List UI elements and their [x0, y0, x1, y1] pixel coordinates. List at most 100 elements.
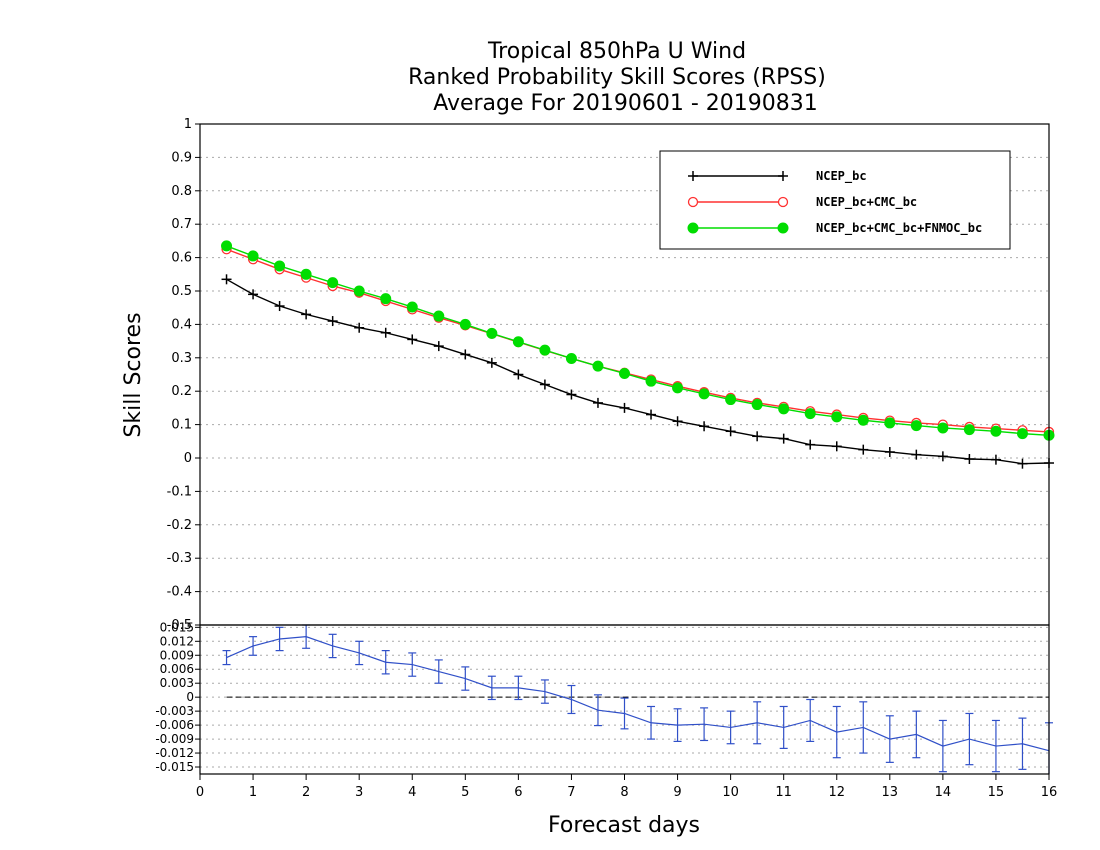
- series-ncep-bc-point: [990, 454, 1001, 465]
- series-ncep-bc-cmc-bc-fnmoc-bc-point: [486, 327, 498, 339]
- legend-ncep-bc-cmc-bc-fnmoc-bc: NCEP_bc+CMC_bc+FNMOC_bc: [687, 221, 982, 236]
- diff-y-tick-label: -0.003: [155, 704, 194, 718]
- x-tick-label: 0: [196, 785, 204, 800]
- series-ncep-bc-point: [805, 439, 816, 450]
- diff-y-tick-label: 0.012: [160, 634, 194, 648]
- series-ncep-bc-cmc-bc-fnmoc-bc-point: [512, 336, 524, 348]
- series-ncep-bc-cmc-bc-fnmoc-bc-point: [459, 318, 471, 330]
- diff-y-ticks: -0.015-0.012-0.009-0.006-0.00300.0030.00…: [155, 620, 200, 774]
- diff-error-bar: [885, 715, 894, 763]
- diff-error-bar: [647, 705, 656, 740]
- chart-date-range: Average For 20190601 - 20190831: [426, 91, 818, 116]
- series-ncep-bc-cmc-bc-fnmoc-bc-point: [327, 277, 339, 289]
- diff-error-bar: [938, 719, 947, 773]
- x-tick-label: 1: [249, 785, 257, 800]
- diff-panel-grid: [200, 626, 1049, 768]
- series-ncep-bc-point: [752, 431, 763, 442]
- series-ncep-bc-point: [301, 309, 312, 320]
- main-y-tick-label: 0.3: [171, 351, 192, 366]
- series-ncep-bc-line: [226, 278, 1050, 465]
- main-series-group: [221, 240, 1055, 469]
- legend-ncep-bc-cmc-bc-end-point: [777, 196, 789, 208]
- diff-error-bar: [673, 708, 682, 743]
- series-ncep-bc-point: [327, 316, 338, 327]
- legend-ncep-bc-start-point: [688, 171, 698, 181]
- series-ncep-bc-cmc-bc-fnmoc-bc-point: [274, 260, 286, 272]
- legend-ncep-bc-cmc-bc-fnmoc-bc-label: NCEP_bc+CMC_bc+FNMOC_bc: [816, 221, 982, 236]
- main-y-tick-label: -0.5: [167, 618, 192, 633]
- series-ncep-bc-point: [1017, 458, 1028, 469]
- x-tick-label: 6: [514, 785, 522, 800]
- diff-error-bar: [700, 707, 709, 742]
- panel-frames: [199, 123, 1050, 775]
- legend-ncep-bc-label: NCEP_bc: [816, 169, 867, 184]
- x-tick-label: 16: [1041, 785, 1058, 800]
- series-ncep-bc-point: [831, 441, 842, 452]
- series-ncep-bc-cmc-bc-fnmoc-bc-point: [433, 310, 445, 322]
- chart-subtitle: Ranked Probability Skill Scores (RPSS): [408, 65, 826, 90]
- x-axis-label: Forecast days: [548, 813, 700, 838]
- diff-series-line: [226, 636, 1050, 752]
- series-ncep-bc-cmc-bc-fnmoc-bc-point: [247, 250, 259, 262]
- x-tick-label: 14: [935, 785, 952, 800]
- series-ncep-bc-cmc-bc-fnmoc-bc-point: [592, 360, 604, 372]
- diff-error-bar: [222, 650, 231, 666]
- series-ncep-bc-cmc-bc-fnmoc-bc-point: [751, 399, 763, 411]
- legend-ncep-bc: NCEP_bc: [688, 169, 867, 184]
- series-ncep-bc-point: [725, 426, 736, 437]
- series-ncep-bc-point: [884, 446, 895, 457]
- diff-error-bar: [593, 694, 602, 727]
- series-ncep-bc-point: [407, 334, 418, 345]
- x-tick-label: 9: [673, 785, 681, 800]
- series-ncep-bc-cmc-bc-fnmoc-bc-point: [884, 417, 896, 429]
- diff-y-tick-label: 0.009: [160, 648, 194, 662]
- series-ncep-bc-point: [964, 454, 975, 465]
- diff-error-bar: [832, 705, 841, 759]
- main-y-tick-label: 0.9: [171, 150, 192, 165]
- diff-series: [222, 624, 1053, 774]
- series-ncep-bc-point: [858, 444, 869, 455]
- diff-error-bar: [806, 698, 815, 743]
- diff-error-bar: [991, 719, 1000, 773]
- series-ncep-bc-point: [778, 433, 789, 444]
- series-ncep-bc-cmc-bc-fnmoc-bc-point: [619, 367, 630, 379]
- legend-ncep-bc-cmc-bc-label: NCEP_bc+CMC_bc: [816, 195, 917, 210]
- y-axis-label: Skill Scores: [121, 312, 146, 437]
- series-ncep-bc-point: [380, 327, 391, 338]
- diff-series-group: [222, 624, 1053, 774]
- main-y-tick-label: 0.1: [171, 418, 192, 433]
- diff-error-bar: [514, 675, 523, 701]
- diff-error-bar: [381, 650, 390, 675]
- series-ncep-bc-point: [539, 379, 550, 390]
- x-tick-label: 5: [461, 785, 469, 800]
- diff-error-bar: [487, 675, 496, 701]
- diff-error-bar: [408, 652, 417, 677]
- series-ncep-bc-point: [433, 341, 444, 352]
- diff-y-tick-label: 0.003: [160, 676, 194, 690]
- series-ncep-bc-point: [937, 451, 948, 462]
- series-ncep-bc-point: [221, 274, 232, 285]
- series-ncep-bc-point: [513, 369, 524, 380]
- diff-error-bar: [275, 626, 284, 652]
- series-ncep-bc-point: [592, 397, 603, 408]
- series-ncep-bc-point: [486, 357, 497, 368]
- diff-error-bar: [859, 701, 868, 754]
- series-ncep-bc-cmc-bc-fnmoc-bc-point: [778, 403, 790, 415]
- diff-error-bar: [567, 684, 576, 715]
- series-ncep-bc-cmc-bc-fnmoc-bc-point: [672, 382, 684, 394]
- series-ncep-bc-cmc-bc: [221, 244, 1055, 438]
- x-tick-label: 3: [355, 785, 363, 800]
- series-ncep-bc-point: [248, 289, 259, 300]
- main-y-tick-label: 0.5: [171, 284, 192, 299]
- x-tick-label: 15: [988, 785, 1005, 800]
- diff-error-bar: [779, 705, 788, 749]
- main-y-tick-label: 0: [184, 451, 192, 466]
- legend-ncep-bc-end-point: [778, 171, 788, 181]
- diff-error-bar: [461, 666, 470, 691]
- main-y-tick-label: 0.6: [171, 251, 192, 266]
- diff-error-bar: [434, 659, 443, 684]
- legend-ncep-bc-cmc-bc: NCEP_bc+CMC_bc: [687, 195, 917, 210]
- series-ncep-bc-cmc-bc-fnmoc-bc-point: [406, 301, 418, 313]
- series-ncep-bc-cmc-bc-fnmoc-bc-point: [990, 425, 1002, 437]
- main-y-tick-label: -0.1: [167, 484, 192, 499]
